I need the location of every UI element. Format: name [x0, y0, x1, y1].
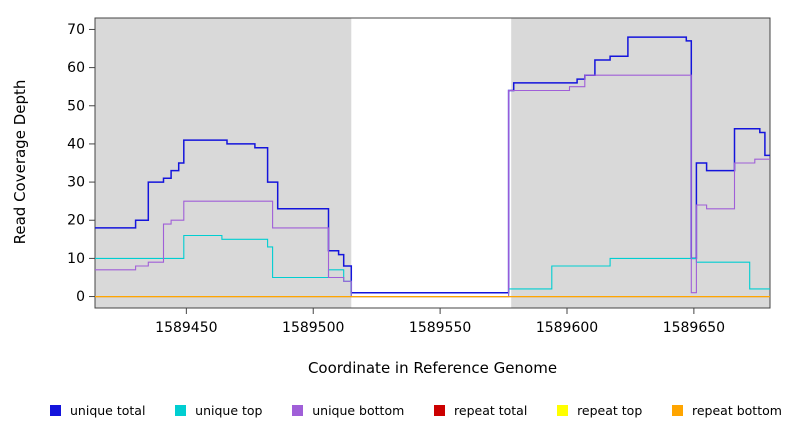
- x-axis-title: Coordinate in Reference Genome: [307, 359, 558, 377]
- legend-item-unique-bottom: unique bottom: [292, 403, 404, 418]
- plot-border: [94, 17, 771, 309]
- y-tick-label: 60: [67, 60, 85, 76]
- y-tick-label: 0: [76, 289, 85, 305]
- y-tick-label: 70: [67, 22, 85, 38]
- legend-label: unique top: [195, 402, 263, 418]
- x-tick-label: 1589500: [282, 320, 344, 336]
- x-tick-label: 1589600: [536, 320, 598, 336]
- legend-item-repeat-top: repeat top: [557, 403, 642, 418]
- legend-item-repeat-bottom: repeat bottom: [672, 403, 782, 418]
- x-tick-label: 1589450: [155, 320, 217, 336]
- x-tick-label: 1589650: [663, 320, 725, 336]
- legend-item-unique-top: unique top: [175, 403, 262, 418]
- legend-label: repeat bottom: [692, 402, 782, 418]
- x-tick-label: 1589550: [409, 320, 471, 336]
- y-tick-label: 50: [67, 98, 85, 114]
- y-tick-label: 10: [67, 251, 85, 267]
- legend-label: unique total: [70, 402, 146, 418]
- series-unique-bottom: [95, 74, 770, 298]
- legend-swatch-unique-bottom: [292, 404, 304, 416]
- legend-swatch-repeat-top: [557, 404, 569, 416]
- y-tick-label: 20: [67, 213, 85, 229]
- legend-item-unique-total: unique total: [50, 403, 145, 418]
- legend-label: repeat top: [577, 402, 643, 418]
- y-tick-label: 30: [67, 175, 85, 191]
- legend-swatch-repeat-total: [434, 404, 446, 416]
- y-axis-title: Read Coverage Depth: [11, 79, 29, 245]
- legend-swatch-unique-total: [50, 404, 61, 416]
- highlight-region: [351, 18, 512, 308]
- legend-swatch-repeat-bottom: [672, 404, 683, 416]
- legend-label: repeat total: [454, 402, 528, 418]
- coverage-plot: 1589450 1589500 1589550 1589600 1589650 0 10 20…: [67, 17, 771, 336]
- y-tick-label: 40: [67, 136, 85, 152]
- legend: unique total unique top unique bottom repea…: [0, 399, 792, 421]
- legend-swatch-unique-top: [175, 404, 187, 416]
- legend-label: unique bottom: [312, 402, 405, 418]
- legend-item-repeat-total: repeat total: [434, 403, 527, 418]
